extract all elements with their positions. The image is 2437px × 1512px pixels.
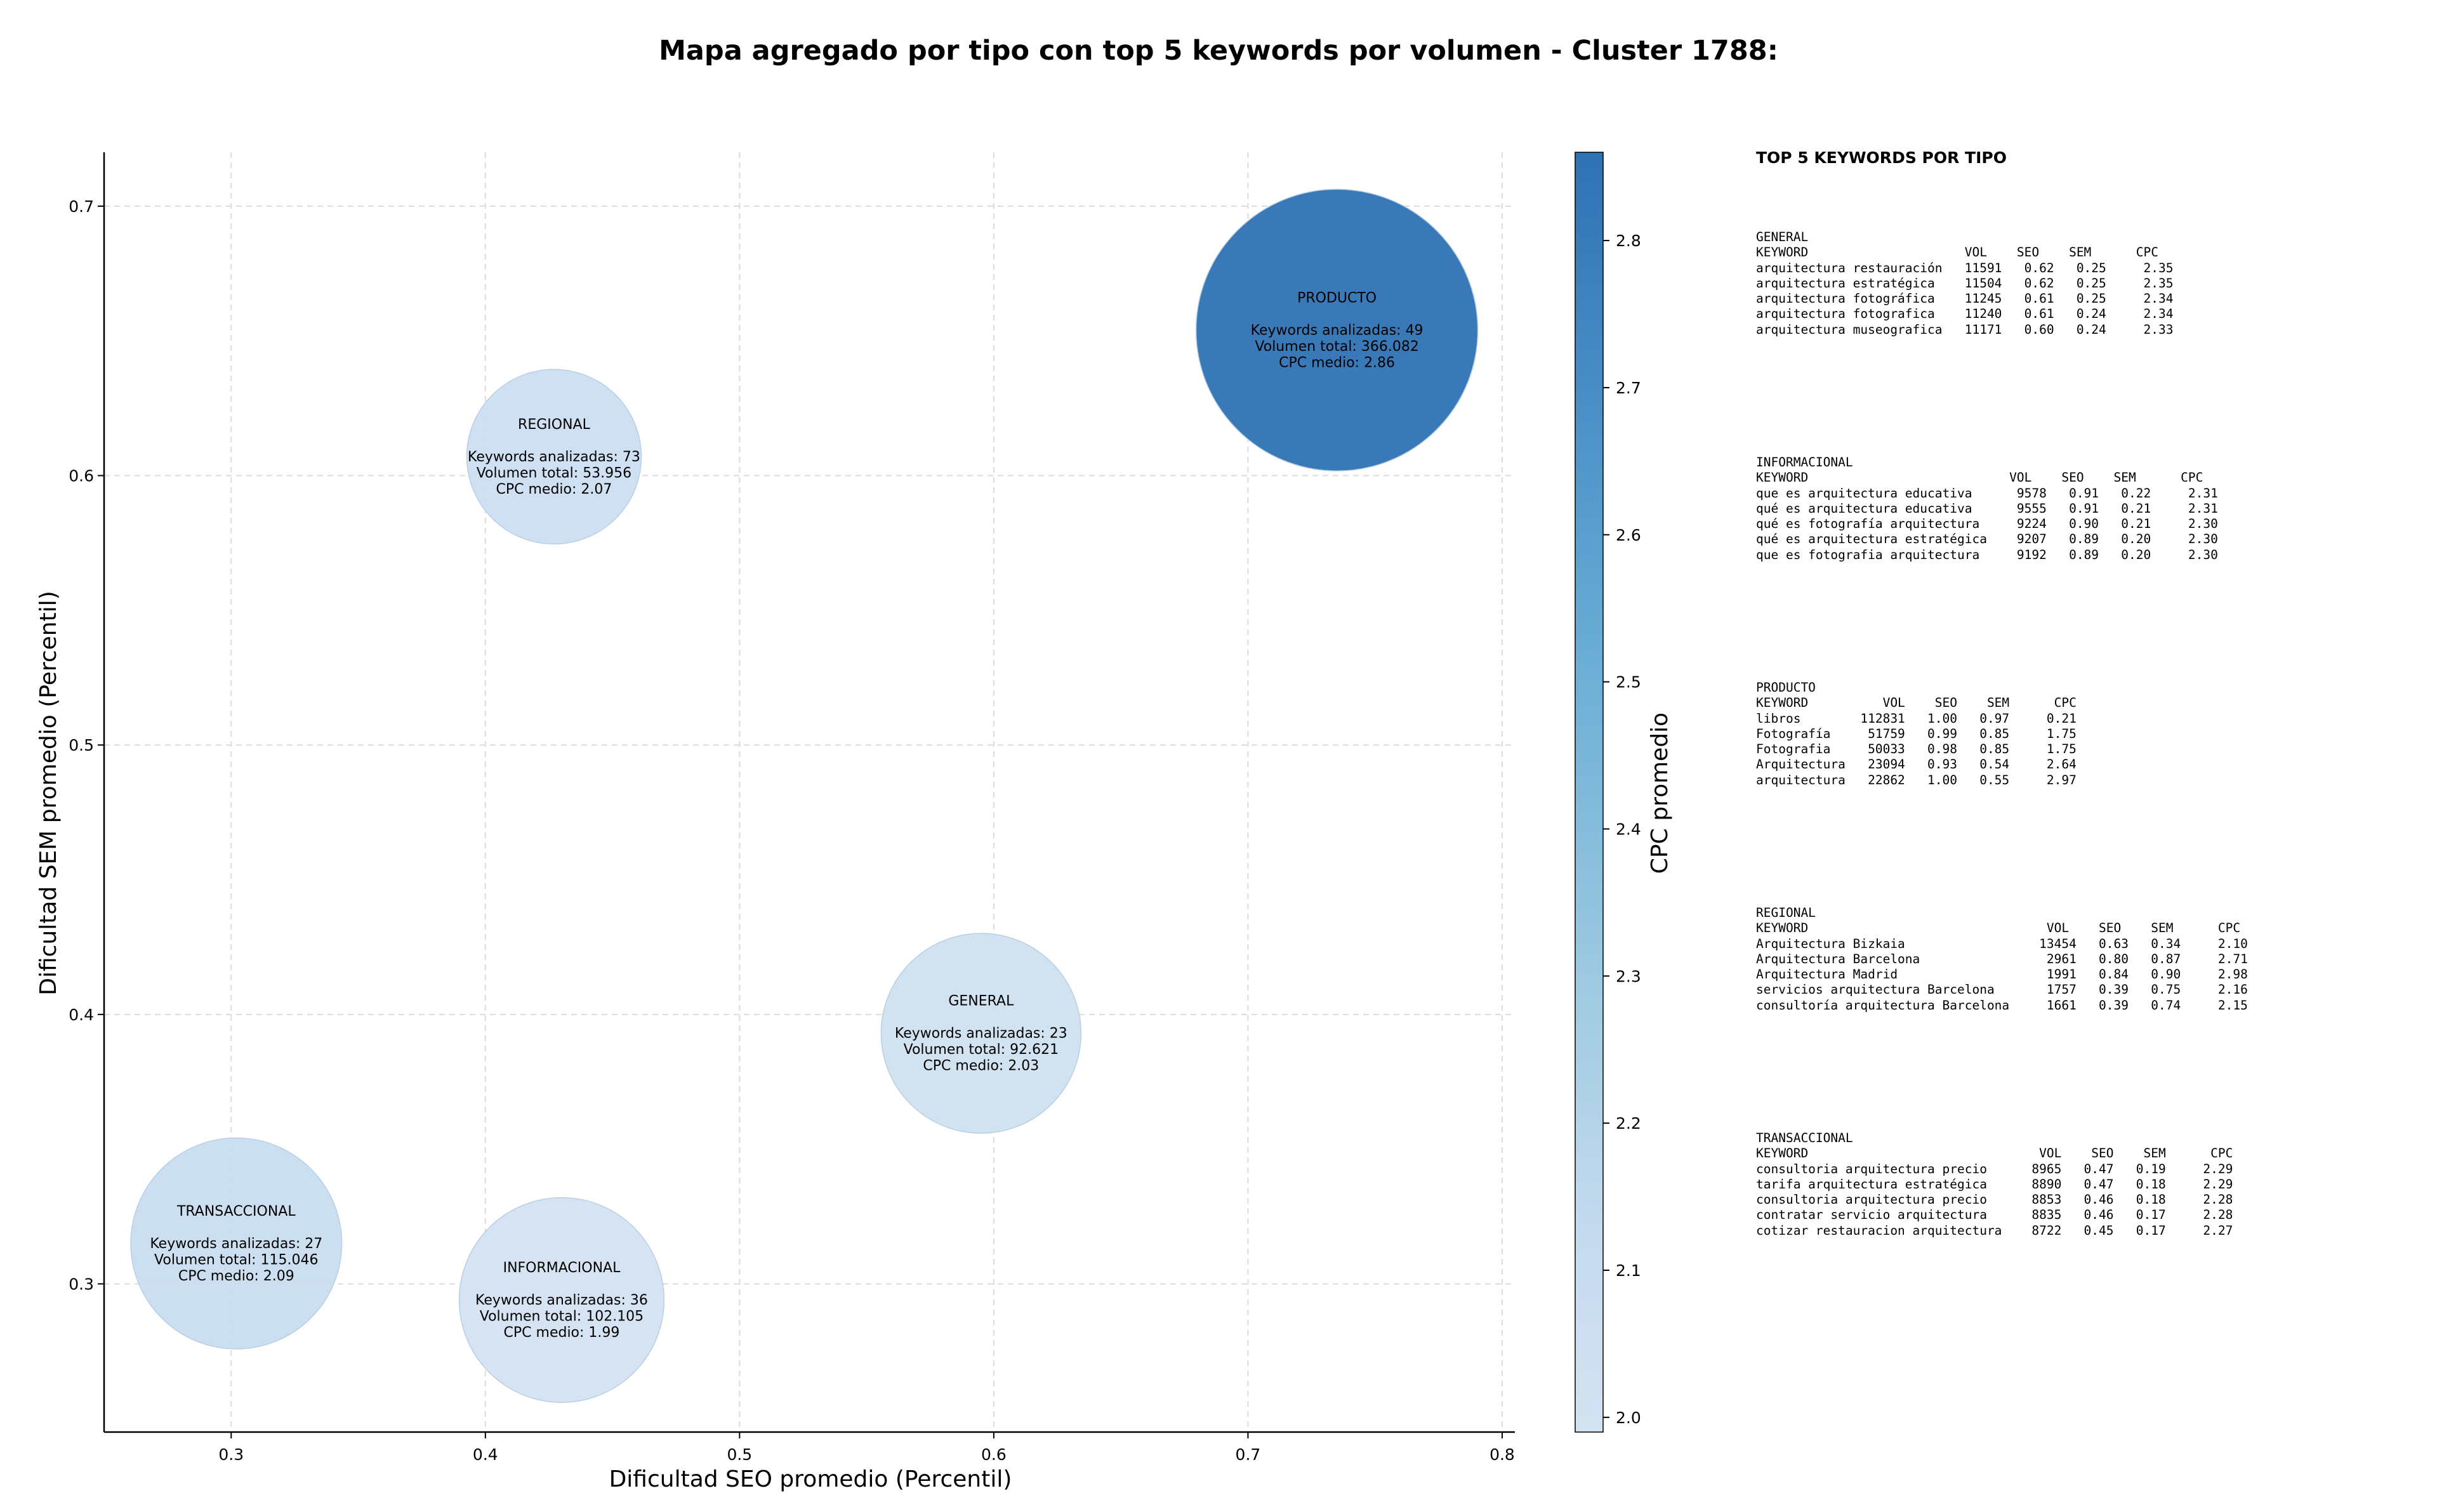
bubble-stat-label: CPC medio: 1.99 [504,1325,620,1341]
grid-lines [104,152,1515,1432]
x-tick-label: 0.8 [1489,1445,1515,1464]
keyword-table-text: INFORMACIONAL KEYWORD VOL SEO SEM CPC qu… [1756,455,2218,562]
colorbar-tick-label: 2.4 [1616,820,1641,838]
keyword-table-informacional: INFORMACIONAL KEYWORD VOL SEO SEM CPC qu… [1756,455,2218,563]
colorbar-gradient [1575,152,1604,1433]
chart-title: Mapa agregado por tipo con top 5 keyword… [659,35,1778,67]
bubble-circle [130,1137,343,1350]
bubble-stat-label: CPC medio: 2.07 [496,482,612,497]
x-tick-label: 0.6 [981,1445,1007,1464]
bubble-stat-label: CPC medio: 2.09 [178,1268,294,1284]
colorbar-tick-label: 2.3 [1616,967,1641,985]
top-keywords-panel: TOP 5 KEYWORDS POR TIPO GENERAL KEYWORD … [1756,148,2429,1238]
bubble-stat-label: Keywords analizadas: 27 [150,1236,322,1252]
bubble-circle [880,933,1082,1134]
y-tick-label: 0.5 [69,736,94,754]
keyword-table-text: REGIONAL KEYWORD VOL SEO SEM CPC Arquite… [1756,905,2248,1013]
bubble-stat-label: Volumen total: 102.105 [480,1308,644,1324]
top-keywords-heading: TOP 5 KEYWORDS POR TIPO [1756,148,2007,167]
bubble-type-label: INFORMACIONAL [503,1260,621,1276]
bubble-transaccional: TRANSACCIONAL Keywords analizadas: 27Volu… [130,1137,343,1350]
colorbar-tick-label: 2.1 [1616,1261,1641,1280]
x-axis-label: Dificultad SEO promedio (Percentil) [609,1466,1012,1492]
x-tick-label: 0.3 [218,1445,244,1464]
bubble-type-label: REGIONAL [518,417,591,433]
bubble-stat-label: Volumen total: 366.082 [1255,339,1418,355]
y-tick-label: 0.7 [69,197,94,216]
bubble-stat-label: Keywords analizadas: 73 [468,449,640,465]
keyword-table-producto: PRODUCTO KEYWORD VOL SEO SEM CPC libros … [1756,680,2077,788]
bubble-stat-label: CPC medio: 2.03 [923,1058,1039,1074]
y-tick-label: 0.6 [69,467,94,485]
colorbar-tick-label: 2.8 [1616,232,1641,250]
ticks: 0.3 0.4 0.5 0.6 0.7 0.8 0.3 0.4 0.5 0.6 0.7 [69,197,1515,1464]
bubble-stat-label: Volumen total: 92.621 [904,1042,1059,1058]
bubble-circle [458,1197,665,1404]
axes [103,152,1515,1433]
colorbar-tick-label: 2.6 [1616,526,1641,544]
x-tick-label: 0.4 [473,1445,498,1464]
bubble-stat-label: Volumen total: 53.956 [477,465,631,481]
colorbar-ticks: 2.0 2.1 2.2 2.3 2.4 2.5 2.6 2.7 2.8 [1603,232,1641,1427]
keyword-table-text: GENERAL KEYWORD VOL SEO SEM CPC arquitec… [1756,230,2174,337]
bubble-circle [1195,188,1479,472]
x-tick-label: 0.7 [1236,1445,1261,1464]
bubble-stat-label: Keywords analizadas: 23 [895,1026,1067,1042]
keyword-table-text: TRANSACCIONAL KEYWORD VOL SEO SEM CPC co… [1756,1131,2233,1238]
bubble-circle [466,369,642,545]
keyword-table-text: PRODUCTO KEYWORD VOL SEO SEM CPC libros … [1756,680,2077,787]
y-tick-label: 0.3 [69,1275,94,1293]
keyword-table-general: GENERAL KEYWORD VOL SEO SEM CPC arquitec… [1756,230,2173,338]
colorbar-tick-label: 2.5 [1616,673,1641,692]
bubble-type-label: PRODUCTO [1297,290,1377,306]
bubble-type-label: TRANSACCIONAL [176,1204,296,1219]
colorbar-tick-label: 2.0 [1616,1409,1641,1427]
bubble-stat-label: Keywords analizadas: 49 [1251,322,1423,338]
keyword-table-transaccional: TRANSACCIONAL KEYWORD VOL SEO SEM CPC co… [1756,1131,2233,1239]
bubble-stat-label: CPC medio: 2.86 [1279,355,1395,371]
bubble-stat-label: Keywords analizadas: 36 [475,1292,648,1308]
colorbar-tick-label: 2.7 [1616,379,1641,397]
keyword-table-regional: REGIONAL KEYWORD VOL SEO SEM CPC Arquite… [1756,905,2248,1013]
y-tick-label: 0.4 [69,1006,94,1024]
bubble-informacional: INFORMACIONAL Keywords analizadas: 36Volu… [458,1197,665,1404]
x-tick-label: 0.5 [727,1445,752,1464]
bubble-stat-label: Volumen total: 115.046 [154,1252,318,1268]
colorbar-tick-label: 2.2 [1616,1114,1641,1133]
colorbar: 2.0 2.1 2.2 2.3 2.4 2.5 2.6 2.7 2.8 CPC promedio [1575,152,1673,1433]
colorbar-label: CPC promedio [1647,713,1673,874]
y-axis-label: Dificultad SEM promedio (Percentil) [36,591,62,996]
bubble-type-label: GENERAL [948,994,1014,1009]
